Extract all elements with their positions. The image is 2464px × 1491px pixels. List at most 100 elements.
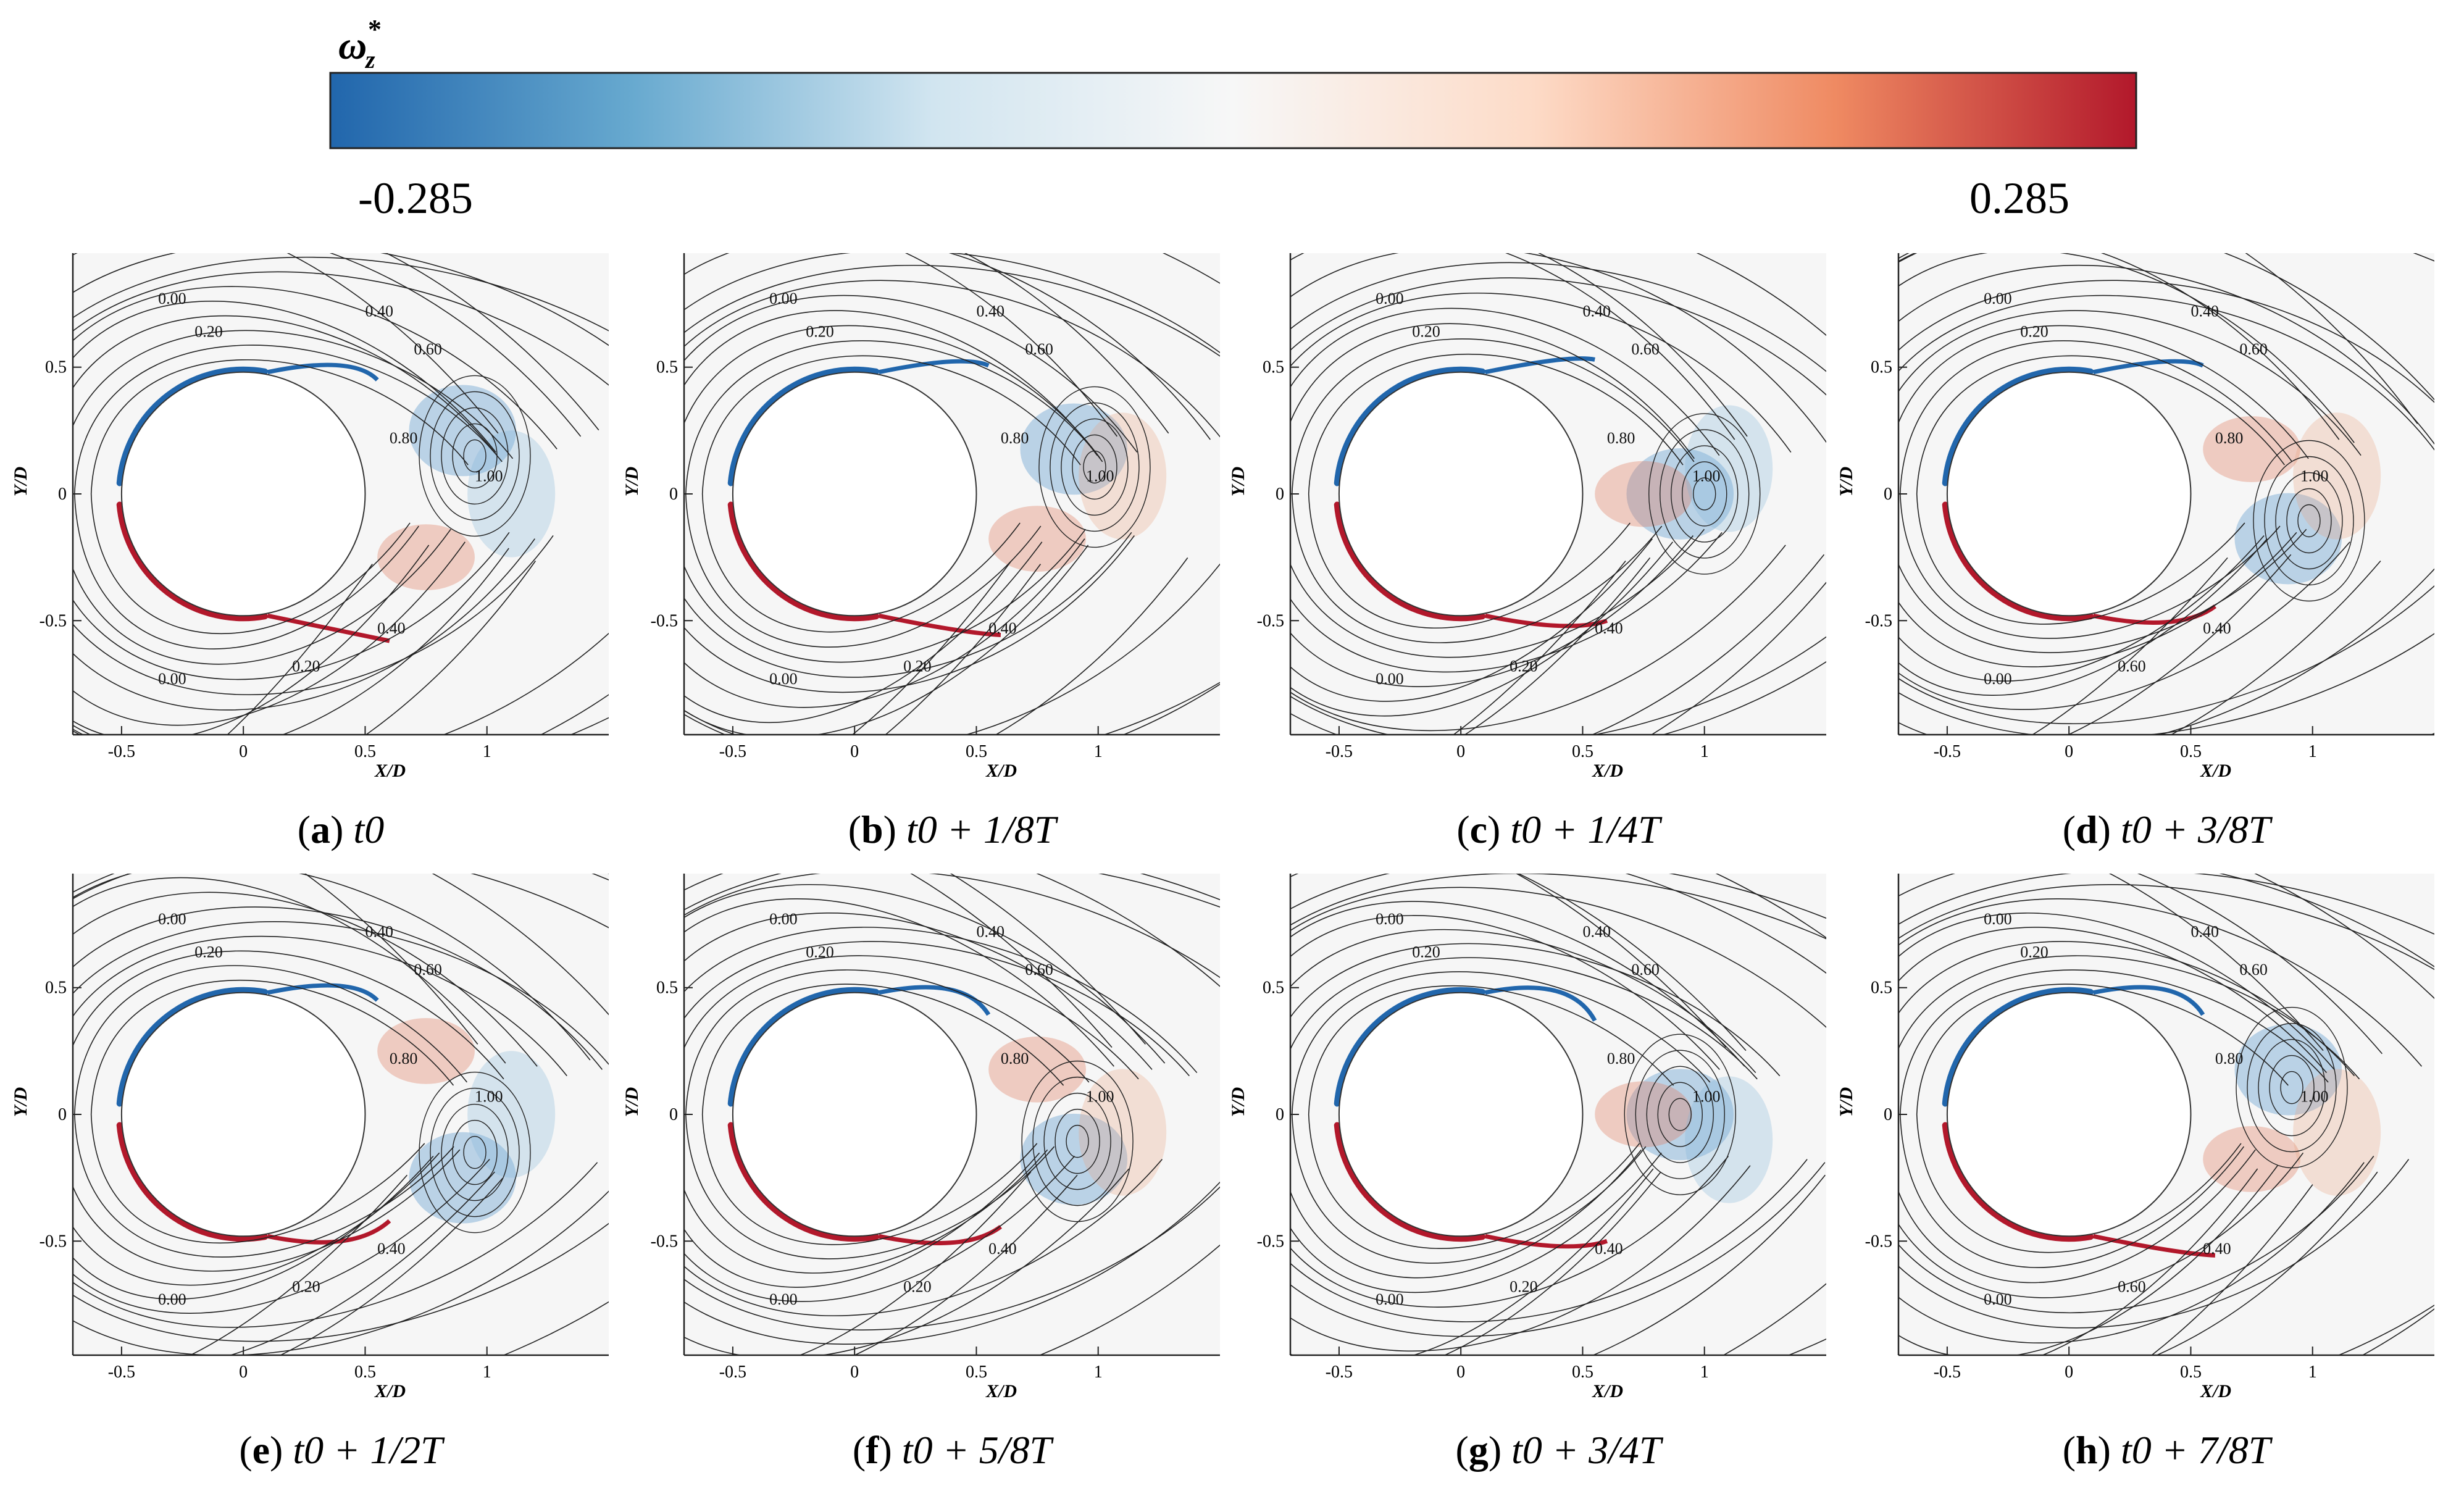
contour-line xyxy=(1290,545,1786,732)
shear-layer xyxy=(1942,987,2094,1107)
contour-line xyxy=(1290,1168,1654,1355)
shear-layer xyxy=(1334,366,1486,487)
y-tick-label: -0.5 xyxy=(1257,611,1284,630)
y-tick-label: -0.5 xyxy=(1865,611,1892,630)
vortex-region xyxy=(1626,1069,1734,1161)
x-tick-label: -0.5 xyxy=(1934,742,1961,761)
contour-line xyxy=(73,256,609,332)
contour-field: 0.00 0.20 0.40 0.60 0.80 1.00 0.40 0.20 0.00 xyxy=(1290,253,1826,735)
contour-line xyxy=(1290,1155,1729,1308)
x-tick-label: -0.5 xyxy=(1934,1363,1961,1382)
contour-label: 0.00 xyxy=(1376,670,1404,688)
contour-line xyxy=(1452,561,1626,735)
contour-line xyxy=(73,877,506,1064)
x-tick-label: 0 xyxy=(239,1363,248,1382)
contour-line xyxy=(2269,1055,2315,1121)
contour-line xyxy=(684,884,1166,1064)
contour-line xyxy=(684,563,1220,735)
contour-line xyxy=(904,253,1118,437)
contour-label: 0.00 xyxy=(1984,670,2012,688)
contour-line xyxy=(684,535,1135,693)
contour-line xyxy=(1696,253,1826,336)
contour-label: 0.80 xyxy=(1607,1050,1635,1067)
contour-label: 0.80 xyxy=(390,429,418,447)
contour-line xyxy=(73,1159,490,1314)
contour-line xyxy=(1290,901,1745,1067)
x-tick-label: 0.5 xyxy=(2180,1363,2202,1382)
contour-line xyxy=(73,906,603,1070)
contour-label: 0.60 xyxy=(2118,1277,2146,1295)
contour-line xyxy=(684,1152,1040,1288)
contour-label: 0.00 xyxy=(158,1290,186,1308)
contour-label: 0.80 xyxy=(390,1050,418,1067)
shear-layer xyxy=(116,366,269,487)
colorbar-max-label: 0.285 xyxy=(1969,173,2069,223)
contour-line xyxy=(1898,325,2309,459)
x-axis-label: X/D xyxy=(1592,761,1623,781)
x-tick-label: 0 xyxy=(239,742,248,761)
contour-line xyxy=(304,874,478,1045)
contour-line xyxy=(1648,413,1761,575)
contour-line xyxy=(463,439,487,473)
contour-line xyxy=(1290,887,1826,1029)
contour-line xyxy=(1657,1082,1703,1147)
y-tick-label: -0.5 xyxy=(40,1232,67,1251)
contour-line xyxy=(1916,493,2245,625)
y-tick-label: 0.5 xyxy=(45,979,67,998)
contour-line xyxy=(1898,1159,2410,1329)
contour-label: 0.60 xyxy=(2239,961,2268,979)
vortex-region xyxy=(988,506,1086,572)
cylinder xyxy=(732,371,977,617)
x-axis-label: X/D xyxy=(985,761,1017,781)
vortex-region xyxy=(2203,1126,2300,1192)
contour-line xyxy=(452,423,498,489)
panel-label: h xyxy=(2076,1428,2098,1472)
contour-label: 0.80 xyxy=(1001,429,1029,447)
contour-line xyxy=(1899,969,2329,1115)
contour-line xyxy=(73,892,538,1067)
y-tick-label: 0.5 xyxy=(1263,358,1284,377)
contour-label: 0.40 xyxy=(2203,1240,2231,1258)
contour-line xyxy=(73,965,467,1115)
x-tick-label: 0.5 xyxy=(2180,742,2202,761)
contour-line xyxy=(1693,477,1716,511)
vortex-region xyxy=(1685,405,1773,532)
contour-label: 0.20 xyxy=(1412,322,1440,340)
contour-label: 0.20 xyxy=(1510,657,1538,675)
x-tick-label: 0 xyxy=(2065,1363,2073,1382)
y-tick-label: 0.5 xyxy=(1263,979,1284,998)
x-tick-label: 0.5 xyxy=(1572,1363,1593,1382)
x-tick-label: -0.5 xyxy=(1326,1363,1353,1382)
contour-line xyxy=(1898,633,2434,735)
x-tick-label: -0.5 xyxy=(1326,742,1353,761)
contour-label: 0.80 xyxy=(1001,1050,1029,1067)
contour-line xyxy=(684,1149,1048,1274)
contour-line xyxy=(2258,1038,2326,1137)
contour-label: 0.80 xyxy=(2215,429,2244,447)
contour-line xyxy=(1290,253,1826,443)
panel-time: t0 + 7/8T xyxy=(2121,1428,2273,1472)
contour-line xyxy=(2361,1308,2434,1355)
y-axis-label: Y/D xyxy=(1836,1087,1856,1117)
panel-d: 0.00 0.20 0.40 0.60 0.80 1.00 0.40 0.60 0.00 -0.5… xyxy=(1836,253,2434,851)
shear-layer xyxy=(727,366,880,487)
contour-label: 0.20 xyxy=(194,322,223,340)
contour-label: 0.20 xyxy=(2020,943,2048,961)
contour-line xyxy=(1055,1108,1100,1174)
contour-line xyxy=(73,315,498,456)
panel-h: 0.00 0.20 0.40 0.60 0.80 1.00 0.40 0.60 0.00 -0.5… xyxy=(1836,874,2434,1472)
contour-line xyxy=(684,253,1220,354)
contour-line xyxy=(73,535,554,696)
contour-line xyxy=(1898,280,2434,403)
y-tick-label: 0.5 xyxy=(1871,979,1892,998)
y-axis-label: Y/D xyxy=(10,467,31,496)
panel-label: d xyxy=(2076,808,2098,851)
contour-label: 0.00 xyxy=(1376,1290,1404,1308)
cylinder xyxy=(732,992,977,1237)
contour-line xyxy=(73,1149,461,1272)
contour-label: 0.00 xyxy=(1376,910,1404,928)
contour-field: 0.00 0.20 0.40 0.60 0.80 1.00 0.40 0.20 0.00 xyxy=(73,253,609,735)
cylinder xyxy=(1946,371,2192,617)
contour-line xyxy=(1722,1283,1826,1355)
y-axis-label: Y/D xyxy=(10,1087,31,1117)
